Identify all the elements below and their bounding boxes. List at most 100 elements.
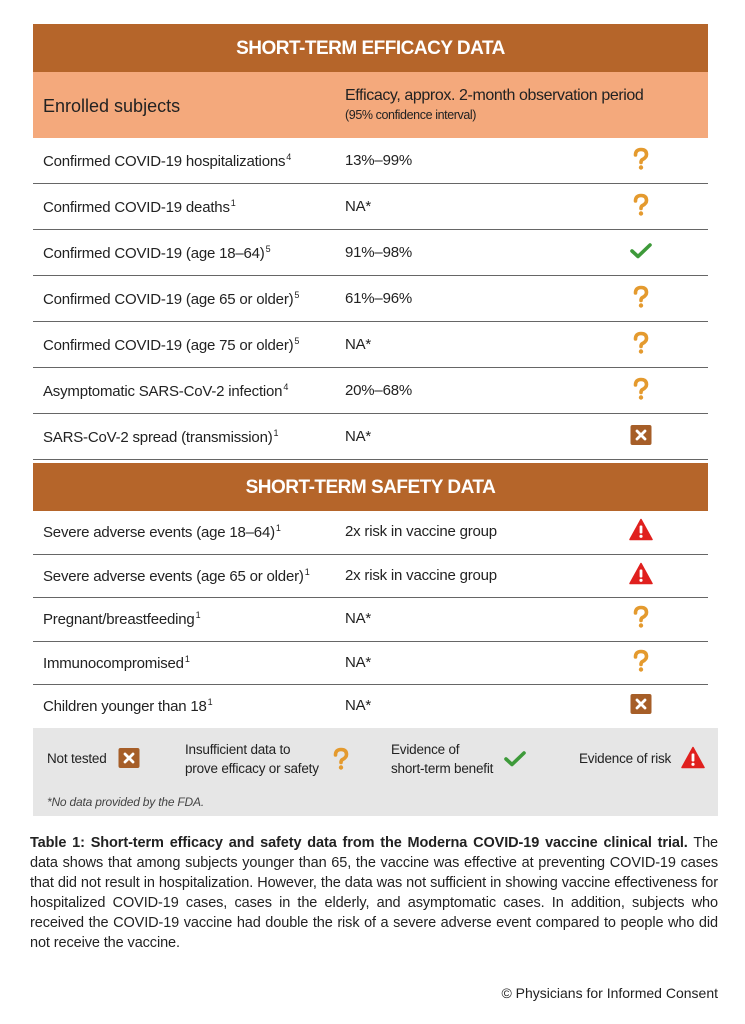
subject: Pregnant/breastfeeding — [43, 611, 195, 629]
table-row: Confirmed COVID-19 hospitalizations4 13%–… — [33, 138, 708, 184]
legend-label: Evidence of risk — [579, 749, 671, 768]
table-row: Pregnant/breastfeeding1 NA* — [33, 598, 708, 642]
legend-line: Evidence of — [391, 742, 460, 757]
icon-insufficient — [633, 377, 649, 400]
subject-cell: Pregnant/breastfeeding1 — [43, 610, 201, 629]
icon-untested — [630, 424, 652, 445]
reference: 4 — [283, 381, 289, 392]
subject: Confirmed COVID-19 (age 65 or older) — [43, 290, 294, 308]
value-cell: NA* — [345, 610, 372, 628]
glyph — [638, 302, 644, 308]
glyph — [691, 753, 695, 762]
glyph — [638, 394, 644, 400]
icon-insufficient — [633, 193, 649, 216]
reference: 1 — [230, 197, 236, 208]
subject: Confirmed COVID-19 hospitalizations — [43, 152, 286, 170]
icon-insufficient — [633, 285, 649, 308]
data-table: SHORT-TERM EFFICACY DATA Enrolled subjec… — [33, 24, 708, 729]
reference: 5 — [294, 335, 300, 346]
glyph — [639, 578, 643, 582]
reference: 1 — [304, 566, 310, 577]
table-row: Confirmed COVID-19 deaths1 NA* — [33, 184, 708, 230]
subject: Severe adverse events (age 18–64) — [43, 524, 275, 542]
icon-insufficient — [633, 331, 649, 354]
value-cell: 2x risk in vaccine group — [345, 523, 497, 541]
header-cell: Efficacy, approx. 2-month observation pe… — [345, 87, 644, 122]
value-cell: 13%–99% — [345, 151, 412, 169]
legend-line: prove efficacy or safety — [185, 761, 319, 776]
table-row: Severe adverse events (age 65 or older)1… — [33, 555, 708, 598]
subject: Confirmed COVID-19 deaths — [43, 198, 230, 216]
caption: Table 1: Short-term efficacy and safety … — [30, 833, 718, 953]
glyph — [633, 377, 649, 394]
legend-label: Evidence of short-term benefit — [391, 740, 493, 778]
glyph — [639, 525, 643, 534]
value-cell: 20%–68% — [345, 381, 412, 399]
subject-cell: Confirmed COVID-19 deaths1 — [43, 198, 236, 216]
subject-cell: Severe adverse events (age 18–64)1 — [43, 523, 281, 541]
header-subtext: (95% confidence interval) — [345, 108, 477, 122]
glyph — [639, 569, 643, 578]
value-cell: 91%–98% — [345, 243, 412, 261]
glyph — [639, 534, 643, 539]
subject-cell: Severe adverse events (age 65 or older)1 — [43, 567, 310, 585]
icon-insufficient — [633, 147, 649, 170]
glyph — [633, 605, 649, 623]
legend-item: Evidence of short-term benefit — [391, 740, 527, 778]
safety-rows: Severe adverse events (age 18–64)1 2x ris… — [33, 511, 708, 729]
value-cell: NA* — [345, 653, 372, 671]
icon-benefit — [630, 242, 652, 258]
subject: Children younger than 18 — [43, 698, 207, 716]
legend: *No data provided by the FDA. Not tested… — [33, 728, 718, 816]
value-cell: NA* — [345, 197, 372, 215]
header-text: Efficacy, approx. 2-month observation pe… — [345, 87, 644, 104]
icon-insufficient — [633, 649, 649, 672]
icon-risk — [629, 519, 653, 541]
reference: 1 — [275, 523, 281, 534]
icon-untested — [118, 748, 140, 768]
glyph — [635, 429, 647, 440]
legend-label: Not tested — [47, 749, 107, 768]
legend-label: Insufficient data to prove efficacy or sa… — [185, 740, 319, 778]
reference: 1 — [184, 653, 190, 664]
header-row: Enrolled subjects Efficacy, approx. 2-mo… — [33, 72, 708, 138]
glyph — [635, 698, 647, 710]
subject-cell: Confirmed COVID-19 (age 18–64)5 — [43, 244, 271, 262]
glyph — [638, 164, 644, 170]
subject-cell: Confirmed COVID-19 hospitalizations4 — [43, 152, 291, 170]
glyph — [633, 193, 649, 210]
footnote: *No data provided by the FDA. — [47, 795, 204, 809]
legend-item: Not tested — [47, 746, 141, 770]
table-row: Confirmed COVID-19 (age 65 or older)5 61%… — [33, 276, 708, 322]
subject-cell: Children younger than 181 — [43, 697, 213, 716]
subject-cell: Confirmed COVID-19 (age 65 or older)5 — [43, 290, 299, 308]
value-cell: NA* — [345, 697, 372, 715]
value-cell: NA* — [345, 427, 372, 445]
caption-text: The data shows that among subjects young… — [30, 835, 718, 951]
efficacy-rows: Confirmed COVID-19 hospitalizations4 13%–… — [33, 138, 708, 460]
reference: 4 — [286, 151, 292, 162]
table-row: Confirmed COVID-19 (age 18–64)5 91%–98% — [33, 230, 708, 276]
legend-line: short-term benefit — [391, 761, 494, 776]
table-row: Children younger than 181 NA* — [33, 685, 708, 729]
glyph — [633, 147, 649, 164]
reference: 1 — [207, 697, 213, 708]
subject-cell: Immunocompromised1 — [43, 654, 190, 672]
legend-item: Insufficient data to prove efficacy or sa… — [185, 740, 353, 778]
value-cell: 61%–96% — [345, 289, 412, 307]
legend-line: Not tested — [47, 750, 107, 766]
legend-item: Evidence of risk — [579, 746, 705, 770]
section-title: SHORT-TERM EFFICACY DATA — [33, 24, 708, 72]
subject: Severe adverse events (age 65 or older) — [43, 567, 304, 585]
glyph — [630, 242, 652, 258]
icon-insufficient — [333, 747, 349, 770]
credit: © Physicians for Informed Consent — [501, 985, 718, 1001]
legend-line: Insufficient data to — [185, 742, 291, 757]
icon-risk — [681, 746, 705, 769]
glyph — [504, 751, 527, 767]
glyph — [333, 747, 349, 765]
legend-line: Evidence of risk — [579, 750, 672, 766]
value-cell: 2x risk in vaccine group — [345, 566, 497, 584]
icon-untested — [630, 694, 652, 715]
